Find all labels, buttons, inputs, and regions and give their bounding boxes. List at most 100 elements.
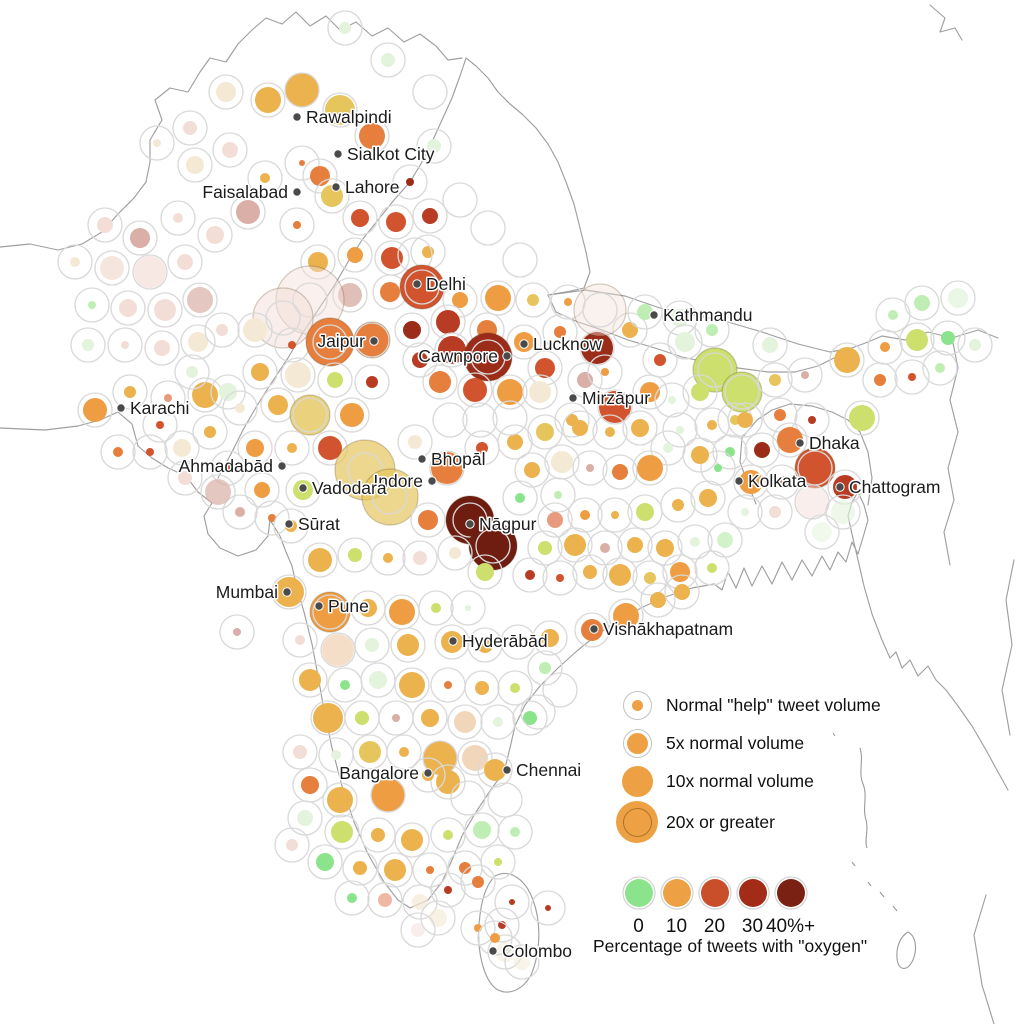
map-bubble: [442, 282, 478, 318]
color-swatch-0: [624, 879, 653, 907]
map-bubble: [354, 627, 390, 663]
city-dot: [284, 519, 294, 529]
color-legend-item: 30: [738, 879, 767, 938]
size-legend-label: 10x normal volume: [666, 770, 814, 791]
map-bubble: [334, 397, 370, 433]
map-bubble: [922, 350, 958, 386]
map-bubble: [694, 312, 730, 348]
city-label: Lucknow: [533, 334, 602, 354]
map-bubble: [174, 354, 210, 390]
map-bubble: [399, 264, 445, 310]
map-bubble: [94, 250, 130, 286]
map-bubble: [282, 622, 318, 658]
city-dot: [427, 476, 437, 486]
city-marker-mumbai: Mumbai: [214, 581, 292, 604]
map-bubble: [527, 650, 563, 686]
map-bubble: [764, 464, 800, 500]
map-bubble: [289, 394, 331, 436]
map-bubble: [112, 374, 148, 410]
city-label: Jaipur: [317, 331, 365, 351]
volume-circle-20x-icon: [616, 801, 658, 843]
map-bubble: [422, 364, 458, 400]
color-legend-item: 20: [700, 879, 729, 938]
map-bubble: [416, 128, 452, 164]
volume-circle-normal-icon: [622, 690, 652, 720]
map-bubble: [322, 782, 358, 818]
map-bubble: [314, 178, 350, 214]
map-bubble: [450, 590, 486, 626]
map-bubble: [844, 400, 880, 436]
map-bubble: [254, 500, 290, 536]
map-bubble: [305, 317, 355, 367]
map-bubble: [274, 827, 310, 863]
map-bubble: [642, 342, 678, 378]
map-bubble: [492, 374, 528, 410]
map-bubble: [757, 494, 793, 530]
city-marker-lahore: Lahore: [331, 176, 401, 199]
map-bubble: [284, 145, 320, 181]
map-bubble: [77, 392, 113, 428]
size-legend-row-20x: 20x or greater: [608, 800, 881, 844]
color-tick: 40%+: [765, 916, 816, 937]
map-bubble: [707, 522, 743, 558]
map-bubble: [280, 357, 316, 393]
map-bubble: [557, 527, 593, 563]
city-label: Bangalore: [339, 763, 419, 783]
volume-circle-10x-icon: [621, 765, 653, 797]
map-bubble: [320, 632, 356, 668]
map-bubble: [494, 884, 530, 920]
map-bubble: [542, 560, 578, 596]
map-bubble: [150, 380, 186, 416]
map-bubble: [292, 662, 328, 698]
map-bubble: [721, 371, 763, 413]
map-bubble: [354, 118, 390, 154]
map-bubble: [177, 147, 213, 183]
map-bubble: [342, 850, 378, 886]
map-bubble: [410, 234, 446, 270]
city-dot: [314, 601, 324, 611]
sri-lanka-outline: [478, 872, 540, 993]
map-bubble: [712, 434, 748, 470]
map-bubble: [694, 550, 730, 586]
map-bubble: [132, 434, 168, 470]
map-bubble: [690, 480, 726, 516]
city-dot: [502, 351, 512, 361]
city-marker-hyder-b-d: Hyderābād: [448, 630, 549, 653]
map-bubble: [410, 502, 446, 538]
map-bubble: [462, 402, 498, 438]
map-bubble: [522, 374, 558, 410]
city-label: Hyderābād: [462, 631, 548, 651]
map-bubble: [370, 540, 406, 576]
city-dot: [502, 765, 512, 775]
size-legend-row-normal: Normal "help" tweet volume: [608, 686, 881, 724]
map-bubble: [334, 880, 370, 916]
city-dot: [734, 476, 744, 486]
map-bubble: [378, 700, 414, 736]
city-label: Karachi: [130, 398, 189, 418]
map-bubble: [664, 574, 700, 610]
map-bubble: [579, 330, 615, 366]
map-bubble: [70, 327, 106, 363]
map-bubble: [467, 554, 503, 590]
city-dot: [331, 182, 341, 192]
map-bubble: [100, 434, 136, 470]
map-bubble: [430, 764, 466, 800]
city-label: Indore: [373, 471, 423, 491]
city-dot: [519, 339, 529, 349]
city-label: Rawalpindi: [306, 107, 392, 127]
map-bubble: [622, 410, 658, 446]
map-bubble: [480, 704, 516, 740]
map-bubble: [282, 734, 318, 770]
map-bubble: [460, 864, 496, 900]
city-dot: [412, 279, 422, 289]
map-bubble: [957, 327, 993, 363]
map-bubble: [287, 800, 323, 836]
map-bubble: [682, 437, 718, 473]
city-marker-cawnpore: Cawnpore: [417, 345, 512, 368]
map-bubble: [107, 327, 143, 363]
map-bubble: [172, 110, 208, 146]
map-bubble: [442, 182, 478, 218]
map-bubble: [74, 287, 110, 323]
map-bubble: [242, 354, 278, 390]
city-marker-chennai: Chennai: [502, 759, 583, 782]
